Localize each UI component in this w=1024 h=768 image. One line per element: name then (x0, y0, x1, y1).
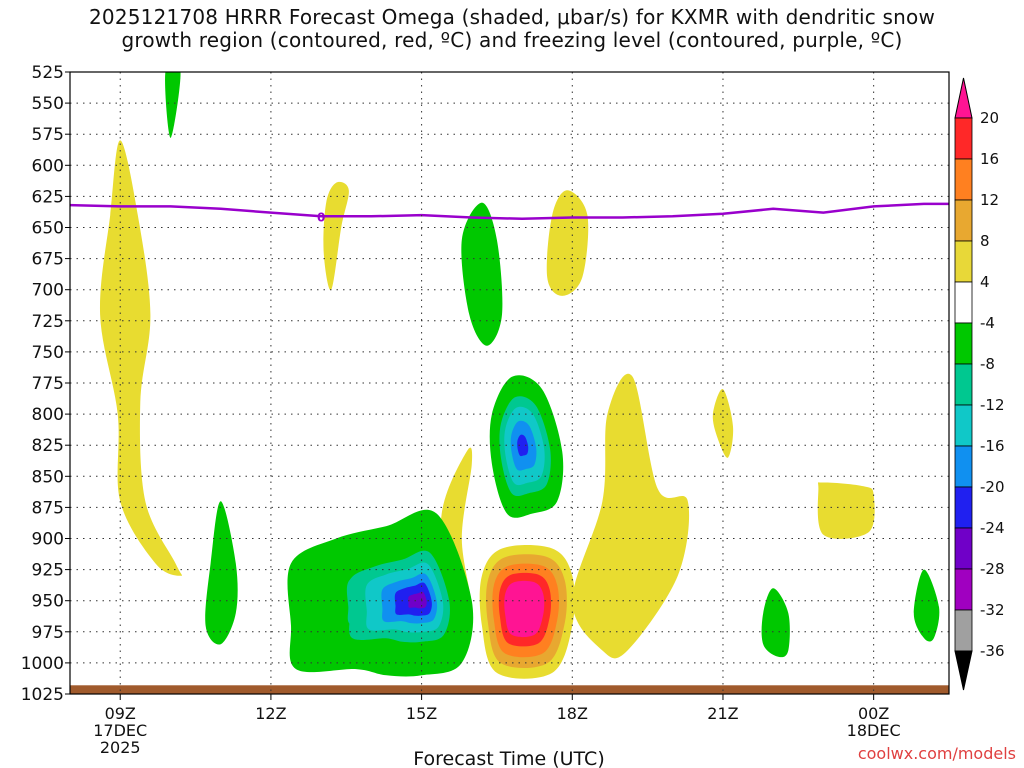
colorbar: 20 16 12 8 4 -4 -8 -12 -16 -20 -24 -28 -32 -36 (954, 77, 1005, 691)
omega-region-6 (572, 373, 690, 659)
y-tick-label-575: 575 (32, 125, 64, 145)
colorbar-segment-16 (954, 158, 973, 201)
colorbar-label-8: 8 (980, 232, 990, 250)
credit-text: coolwx.com/models (857, 744, 1016, 763)
y-axis: 525 550 575 600 625 650 675 700 725 750 775 800 825 8… (21, 63, 70, 705)
x-tick-label-09Z-0: 09Z (105, 704, 136, 723)
x-tick-label-18Z-0: 18Z (557, 704, 588, 723)
y-tick-label-1000: 1000 (21, 654, 64, 674)
colorbar-bottom-triangle (954, 650, 973, 691)
x-tick-label-12Z-0: 12Z (255, 704, 286, 723)
colorbar-label--28: -28 (980, 560, 1005, 578)
x-tick-label-00Z-1: 18DEC (847, 721, 901, 740)
chart-title-line-2: growth region (contoured, red, ºC) and f… (121, 28, 903, 52)
omega-region-9 (817, 482, 875, 539)
x-tick-label-00Z-0: 00Z (858, 704, 889, 723)
y-tick-label-825: 825 (32, 436, 64, 456)
x-axis-label: Forecast Time (UTC) (413, 748, 604, 768)
y-tick-label-625: 625 (32, 187, 64, 207)
rising-core-15z-4 (408, 591, 427, 609)
colorbar-segment--16 (954, 445, 973, 488)
y-tick-label-600: 600 (32, 156, 64, 176)
colorbar-label--20: -20 (980, 478, 1005, 496)
colorbar-label-4: 4 (980, 273, 990, 291)
rising-core-17z-4 (517, 434, 529, 457)
plot-area: 0 (70, 72, 949, 694)
y-tick-label-950: 950 (32, 592, 64, 612)
colorbar-segment--20 (954, 486, 973, 529)
colorbar-label--32: -32 (980, 601, 1005, 619)
y-tick-label-700: 700 (32, 281, 64, 301)
omega-region-2 (323, 181, 349, 291)
colorbar-label--16: -16 (980, 437, 1005, 455)
y-tick-label-750: 750 (32, 343, 64, 363)
colorbar-segment--12 (954, 404, 973, 447)
y-tick-label-900: 900 (32, 530, 64, 550)
sinking-core-17z-3 (504, 580, 545, 638)
x-tick-label-15Z-0: 15Z (406, 704, 437, 723)
colorbar-segment--8 (954, 363, 973, 406)
y-tick-label-650: 650 (32, 219, 64, 239)
y-tick-label-775: 775 (32, 374, 64, 394)
colorbar-label--8: -8 (980, 355, 995, 373)
y-tick-label-925: 925 (32, 561, 64, 581)
omega-region-4 (546, 190, 589, 296)
y-tick-label-975: 975 (32, 623, 64, 643)
colorbar-segment-8 (954, 240, 973, 283)
colorbar-label--4: -4 (980, 314, 995, 332)
colorbar-segment-4 (954, 281, 973, 324)
colorbar-label-16: 16 (980, 150, 999, 168)
y-tick-label-1025: 1025 (21, 685, 64, 705)
x-tick-label-09Z-2: 2025 (100, 738, 141, 757)
y-tick-label-550: 550 (32, 94, 64, 114)
colorbar-top-triangle (954, 77, 973, 119)
omega-region-11 (205, 501, 238, 645)
omega-region-14 (913, 569, 940, 642)
y-tick-label-800: 800 (32, 405, 64, 425)
colorbar-segment-20 (954, 117, 973, 160)
ground-strip (70, 685, 949, 694)
colorbar-label--12: -12 (980, 396, 1005, 414)
x-tick-label-09Z-1: 17DEC (93, 721, 147, 740)
colorbar-segment--24 (954, 527, 973, 570)
colorbar-segment--4 (954, 322, 973, 365)
omega-region-3 (461, 202, 503, 346)
colorbar-label--24: -24 (980, 519, 1005, 537)
colorbar-segment-12 (954, 199, 973, 242)
freezing-level-label: 0 (317, 210, 325, 224)
x-tick-label-21Z-0: 21Z (707, 704, 738, 723)
freezing-level-line (70, 202, 949, 221)
omega-region-0 (99, 140, 183, 576)
omega-region-1 (165, 72, 181, 138)
y-tick-label-525: 525 (32, 63, 64, 83)
y-tick-label-675: 675 (32, 250, 64, 270)
colorbar-label-12: 12 (980, 191, 999, 209)
colorbar-label--36: -36 (980, 642, 1005, 660)
y-tick-label-850: 850 (32, 467, 64, 487)
omega-region-13 (761, 588, 790, 658)
colorbar-segment--28 (954, 568, 973, 611)
colorbar-label-20: 20 (980, 109, 999, 127)
y-tick-label-725: 725 (32, 312, 64, 332)
colorbar-segment--32 (954, 609, 973, 652)
y-tick-label-875: 875 (32, 498, 64, 518)
chart-title-line-1: 2025121708 HRRR Forecast Omega (shaded, … (88, 5, 936, 29)
